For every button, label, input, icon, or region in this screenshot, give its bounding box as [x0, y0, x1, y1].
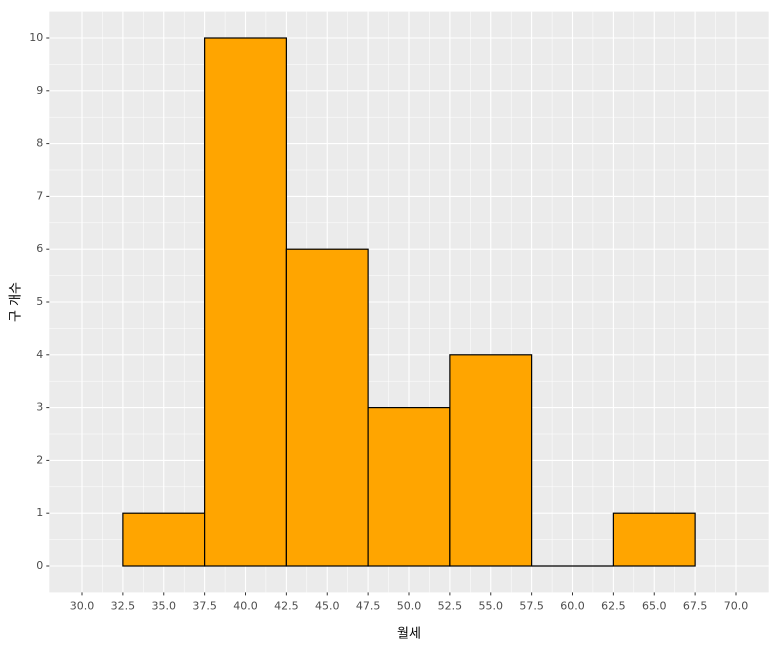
y-tick-label: 6 [36, 242, 43, 255]
x-tick-label: 52.5 [438, 599, 463, 612]
x-tick-label: 60.0 [560, 599, 585, 612]
y-tick-label: 9 [36, 84, 43, 97]
x-tick-label: 47.5 [356, 599, 381, 612]
y-tick-label: 3 [36, 401, 43, 414]
y-tick-label: 0 [36, 559, 43, 572]
x-tick-label: 70.0 [724, 599, 749, 612]
y-tick-label: 4 [36, 348, 43, 361]
x-tick-label: 62.5 [601, 599, 626, 612]
bar [612, 512, 696, 567]
y-tick-label: 10 [29, 31, 43, 44]
y-tick-label: 1 [36, 506, 43, 519]
x-tick-label: 65.0 [642, 599, 667, 612]
y-tick-label: 2 [36, 453, 43, 466]
bar [367, 407, 451, 567]
x-axis-title: 월세 [397, 627, 421, 642]
y-axis-title: 구 개수 [9, 282, 24, 322]
x-tick-label: 32.5 [111, 599, 136, 612]
x-tick-label: 42.5 [274, 599, 299, 612]
bar [449, 354, 533, 567]
x-tick-label: 30.0 [70, 599, 95, 612]
y-tick-label: 5 [36, 295, 43, 308]
x-tick-label: 37.5 [192, 599, 217, 612]
x-tick-label: 45.0 [315, 599, 340, 612]
x-tick-label: 50.0 [397, 599, 422, 612]
bar [285, 248, 369, 567]
x-tick-label: 35.0 [152, 599, 177, 612]
x-tick-label: 57.5 [519, 599, 544, 612]
x-tick-label: 67.5 [683, 599, 708, 612]
y-tick-label: 7 [36, 189, 43, 202]
bar [122, 512, 206, 567]
bar [204, 37, 287, 567]
x-tick-label: 55.0 [479, 599, 504, 612]
y-tick-label: 8 [36, 137, 43, 150]
x-tick-label: 40.0 [233, 599, 258, 612]
